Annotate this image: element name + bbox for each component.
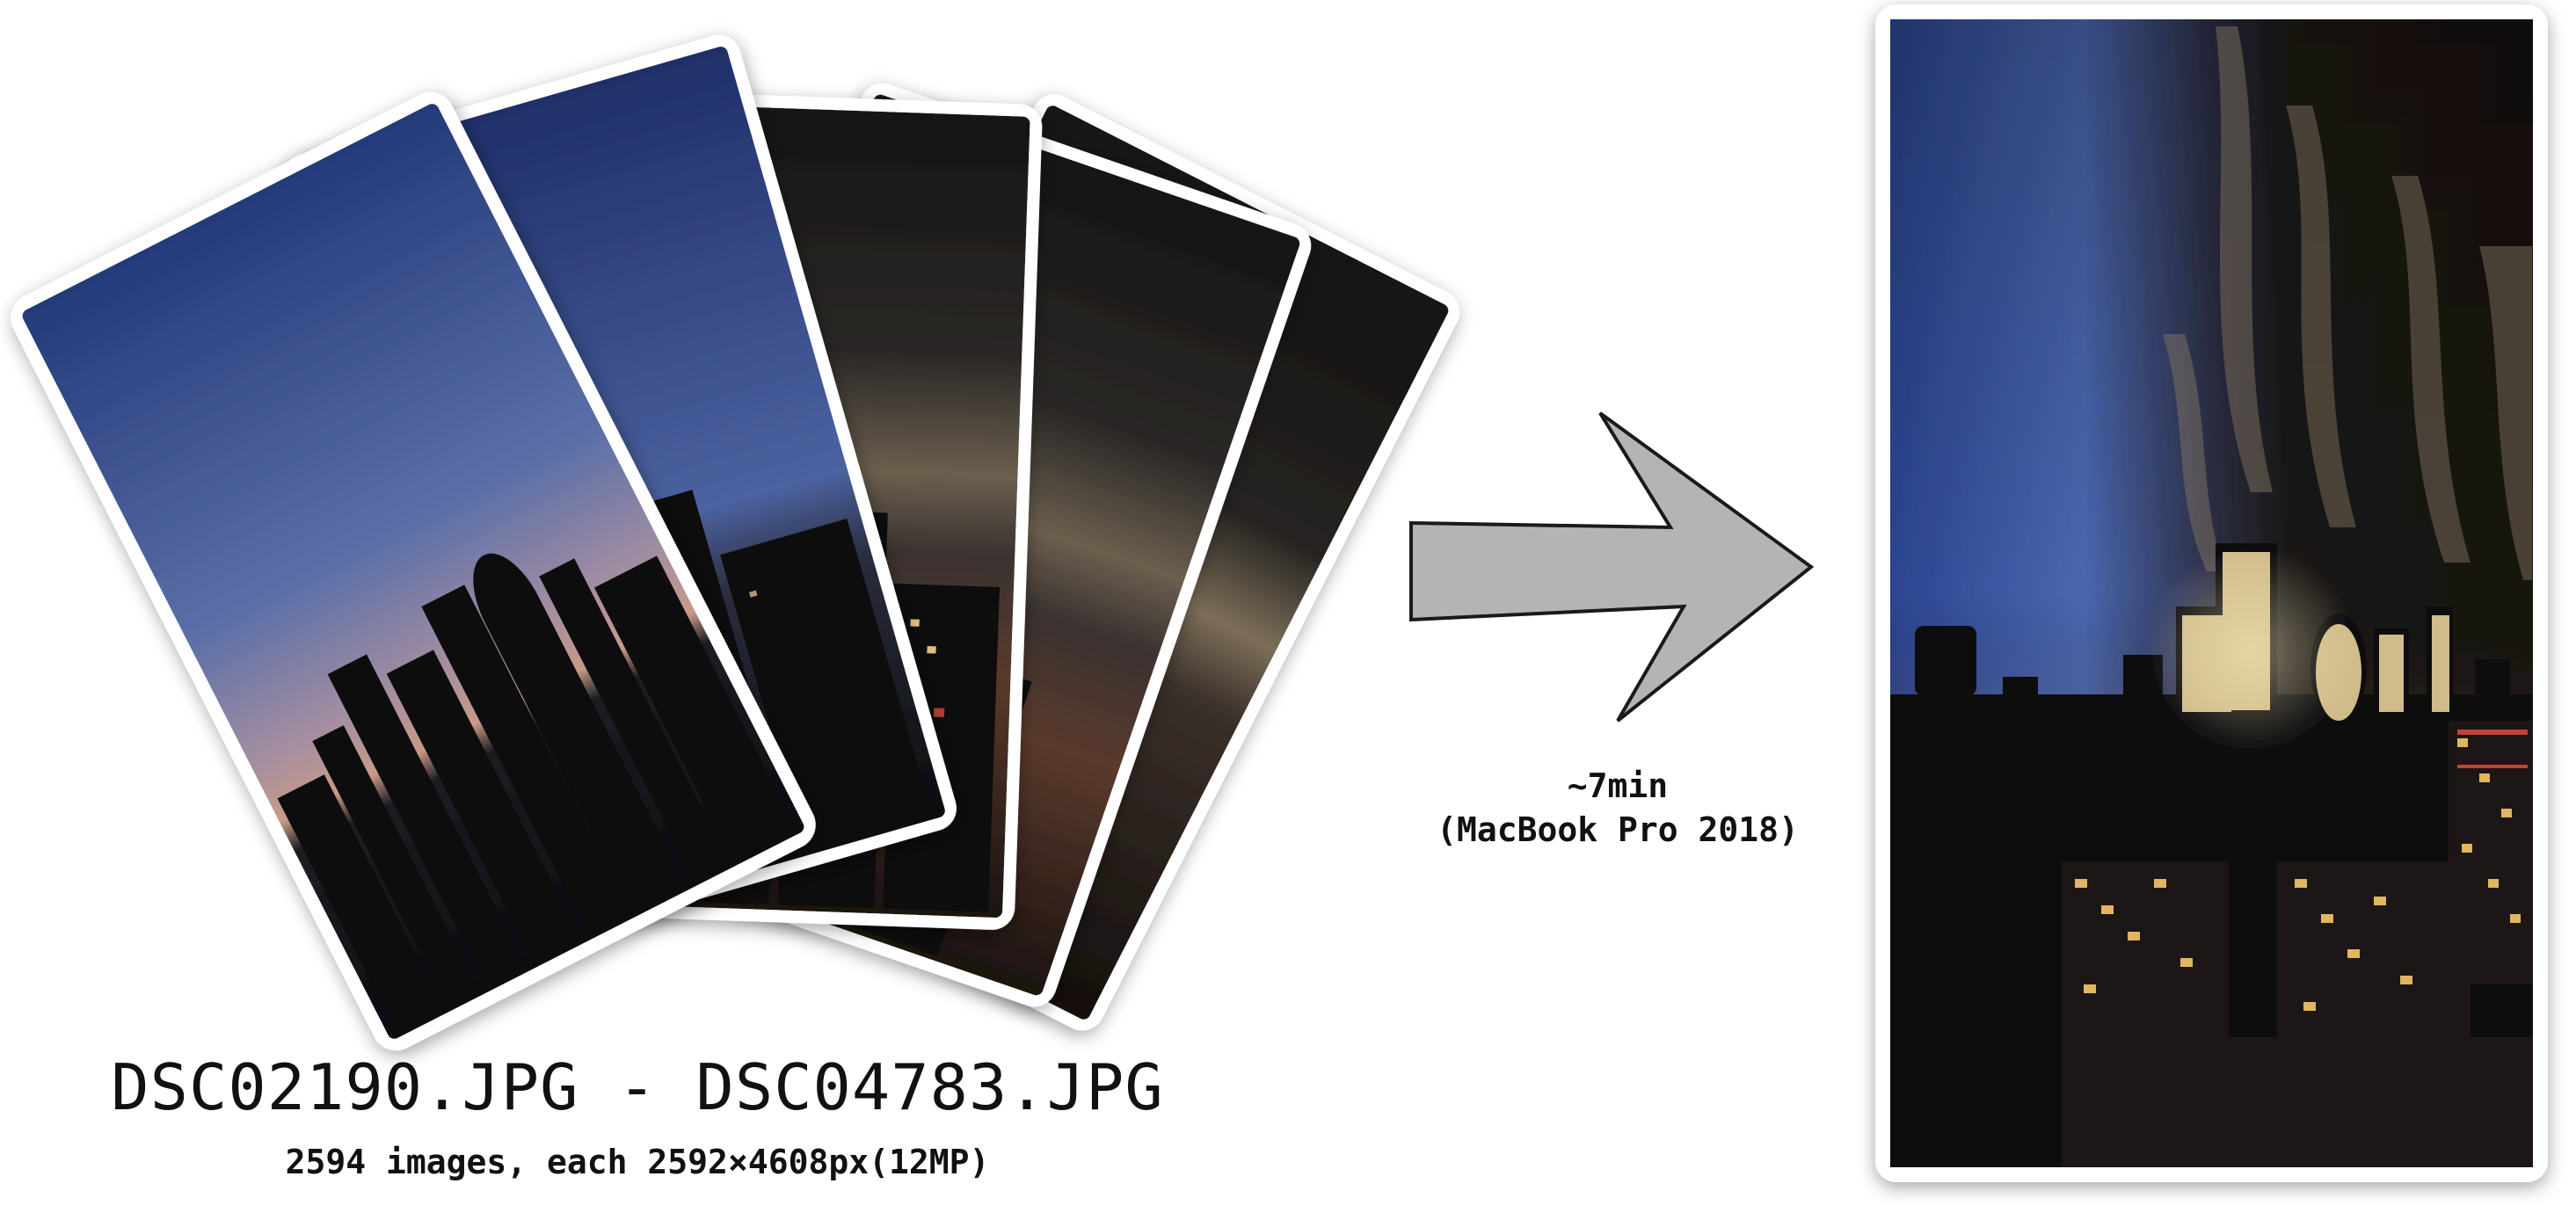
- result-image: [1875, 4, 2548, 1182]
- input-image-count: 2594 images, each 2592×4608px(12MP): [285, 1143, 990, 1181]
- right-arrow-icon: [1409, 411, 1815, 723]
- photo-card: [11, 91, 816, 1051]
- processing-machine: (MacBook Pro 2018): [1437, 810, 1799, 849]
- processing-duration: ~7min: [1567, 766, 1669, 805]
- photo-stack: [11, 34, 1459, 1051]
- input-filename-range: DSC02190.JPG - DSC04783.JPG: [111, 1050, 1164, 1124]
